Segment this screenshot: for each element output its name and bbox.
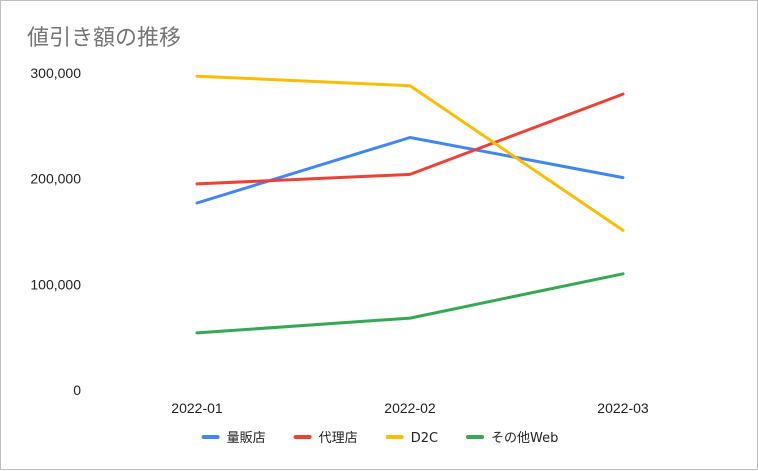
legend-label: 量販店 (227, 431, 266, 446)
legend-item-2[interactable]: D2C (385, 431, 438, 446)
series-line-3[interactable] (195, 272, 625, 335)
legend-swatch (293, 435, 312, 439)
x-tick-label: 2022-02 (384, 400, 436, 416)
plot-area (195, 74, 625, 335)
legend-item-0[interactable]: 量販店 (201, 431, 266, 446)
x-tick-label: 2022-01 (171, 400, 223, 416)
legend[interactable]: 量販店 代理店 D2C その他Web (201, 431, 559, 446)
y-axis: 0 100,000 200,000 300,000 (30, 65, 81, 398)
legend-item-3[interactable]: その他Web (466, 431, 558, 446)
series-line-2[interactable] (195, 74, 625, 232)
legend-item-1[interactable]: 代理店 (293, 431, 358, 446)
chart-title: 値引き額の推移 (27, 26, 181, 51)
y-tick-label: 200,000 (30, 171, 81, 187)
y-tick-label: 0 (73, 382, 81, 398)
series-line-1[interactable] (195, 92, 625, 186)
legend-label: 代理店 (319, 431, 358, 446)
y-tick-label: 300,000 (30, 65, 81, 81)
legend-label: その他Web (491, 431, 558, 446)
y-tick-label: 100,000 (30, 276, 81, 292)
legend-swatch (466, 435, 484, 439)
legend-label: D2C (411, 431, 438, 446)
legend-swatch (201, 435, 220, 439)
x-tick-label: 2022-03 (597, 400, 649, 416)
legend-swatch (385, 435, 404, 439)
x-axis: 2022-01 2022-02 2022-03 (171, 400, 649, 416)
series-line-0[interactable] (195, 136, 625, 205)
